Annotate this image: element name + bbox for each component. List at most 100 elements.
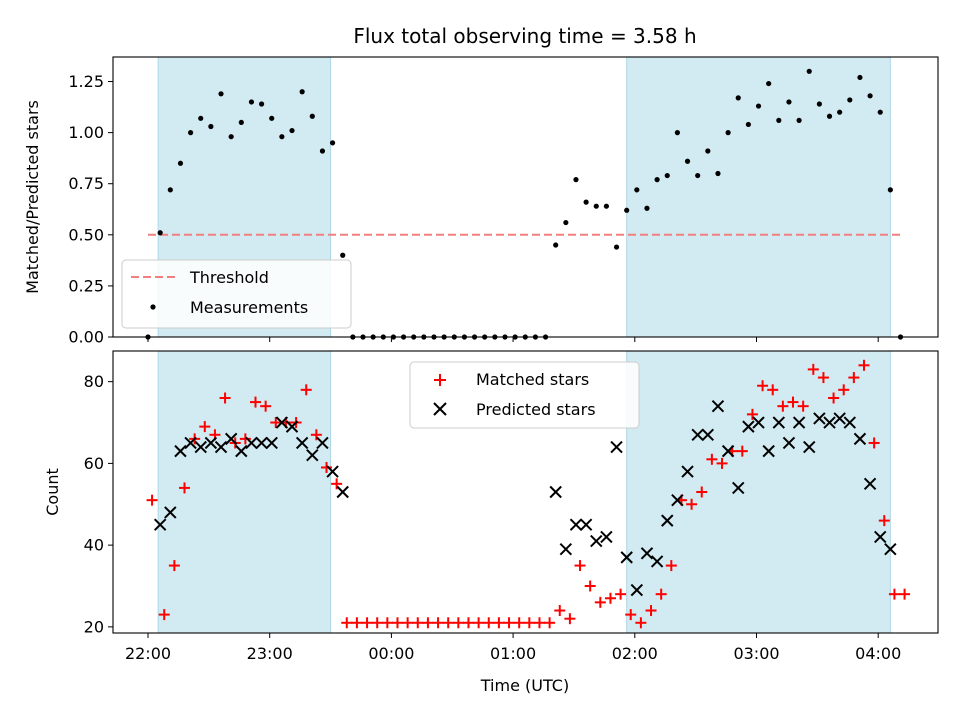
ratio-legend-box <box>121 259 352 329</box>
count-shaded-intervals <box>157 350 891 634</box>
measurement-point <box>218 91 224 97</box>
matched-star-point <box>381 617 393 629</box>
predicted-star-point <box>184 436 197 450</box>
measurement-point <box>177 160 184 166</box>
y-tick-label: 0.75 <box>68 174 104 193</box>
matched-star-point <box>351 617 363 629</box>
matched-star-point <box>493 617 505 629</box>
x-axis-label: Time (UTC) <box>480 676 569 695</box>
ratio-panel: 0.00 0.25 0.50 0.75 1.00 1.25 Matched/Predict… <box>23 56 939 347</box>
measurement-point <box>593 203 599 209</box>
shaded-interval <box>626 350 891 634</box>
measurement-point <box>228 134 234 140</box>
predicted-star-point <box>326 465 339 478</box>
ratio-panel-frame <box>112 56 939 338</box>
predicted-star-point <box>752 416 765 429</box>
measurement-point <box>826 113 833 119</box>
measurement-point <box>238 119 244 126</box>
measurement-point <box>745 121 751 128</box>
measurement-point <box>157 230 163 236</box>
predicted-star-point <box>610 440 623 454</box>
predicted-star-point <box>671 493 684 507</box>
matched-star-point <box>655 588 667 600</box>
x-tick-label: 23:00 <box>247 644 293 663</box>
predicted-legend-marker <box>433 402 447 416</box>
matched-star-point <box>828 392 840 404</box>
measurement-point <box>634 187 640 193</box>
predicted-star-point <box>792 416 806 429</box>
matched-star-point <box>848 372 860 384</box>
predicted-star-point <box>742 420 755 433</box>
matched-star-point <box>341 617 353 629</box>
measurement-point <box>816 101 822 107</box>
count-panel: 20 40 60 80 22:00 23:00 00:00 01:00 02:00 03:00 0… <box>43 350 939 695</box>
matched-star-point <box>402 617 414 629</box>
x-tick-label: 00:00 <box>368 644 414 663</box>
matched-star-point <box>361 617 373 629</box>
predicted-star-point <box>823 416 836 429</box>
y-tick-label: 0.00 <box>68 328 104 347</box>
measurement-point <box>309 113 315 119</box>
measurement-point <box>695 172 701 179</box>
predicted-star-point <box>600 530 613 544</box>
matched-star-point <box>888 588 900 600</box>
matched-star-point <box>331 478 343 490</box>
measurement-point <box>269 115 275 121</box>
matched-star-point <box>899 588 911 600</box>
shaded-interval <box>157 350 332 634</box>
matched-star-point <box>838 384 850 396</box>
count-y-axis-label: Count <box>43 468 62 516</box>
measurement-point <box>624 207 630 213</box>
matched-star-point <box>868 437 880 449</box>
predicted-star-point <box>569 518 583 531</box>
measurement-point <box>613 244 620 250</box>
predicted-star-point <box>640 547 654 560</box>
predicted-star-point <box>245 436 258 450</box>
matched-star-point <box>807 363 819 375</box>
predicted-star-point <box>336 485 349 499</box>
predicted-star-point <box>559 543 573 556</box>
measurement-point <box>198 115 204 121</box>
x-tick-label: 03:00 <box>733 644 779 663</box>
measurement-point <box>654 177 660 183</box>
matched-star-point <box>574 560 586 572</box>
predicted-star-point <box>833 412 846 425</box>
measurement-point <box>167 187 173 193</box>
matched-star-point <box>503 617 515 629</box>
matched-star-point <box>310 429 322 441</box>
measurement-point <box>279 134 285 140</box>
matched-star-point <box>412 617 424 629</box>
predicted-star-point <box>549 485 562 499</box>
matched-star-point <box>757 380 769 392</box>
count-panel-frame <box>112 350 939 634</box>
matched-star-point <box>797 400 809 412</box>
predicted-star-point <box>762 444 775 458</box>
matched-star-point <box>665 560 677 572</box>
measurement-point <box>705 148 711 154</box>
predicted-star-point <box>214 440 228 454</box>
matched-star-point <box>787 396 799 408</box>
matched-star-point <box>146 494 158 506</box>
matched-star-point <box>239 433 251 445</box>
matched-star-point <box>179 482 191 494</box>
measurement-point <box>735 95 741 101</box>
x-tick-label: 02:00 <box>612 644 658 663</box>
predicted-star-point <box>721 444 735 458</box>
predicted-star-point <box>874 530 887 544</box>
x-tick-label: 01:00 <box>490 644 536 663</box>
matched-star-point <box>645 605 657 617</box>
predicted-star-point <box>265 436 278 450</box>
matched-star-point <box>523 617 535 629</box>
measurement-point <box>248 99 255 105</box>
predicted-star-point <box>803 440 816 454</box>
matched-star-point <box>716 457 728 469</box>
measurement-point <box>776 117 782 123</box>
predicted-star-point <box>306 449 319 462</box>
matched-star-point <box>199 421 211 433</box>
measurement-point <box>258 101 265 107</box>
measurement-point <box>857 74 863 81</box>
predicted-star-point <box>224 432 238 446</box>
measurement-point <box>563 219 569 226</box>
measurement-point <box>583 199 589 205</box>
measurement-point <box>674 130 680 136</box>
